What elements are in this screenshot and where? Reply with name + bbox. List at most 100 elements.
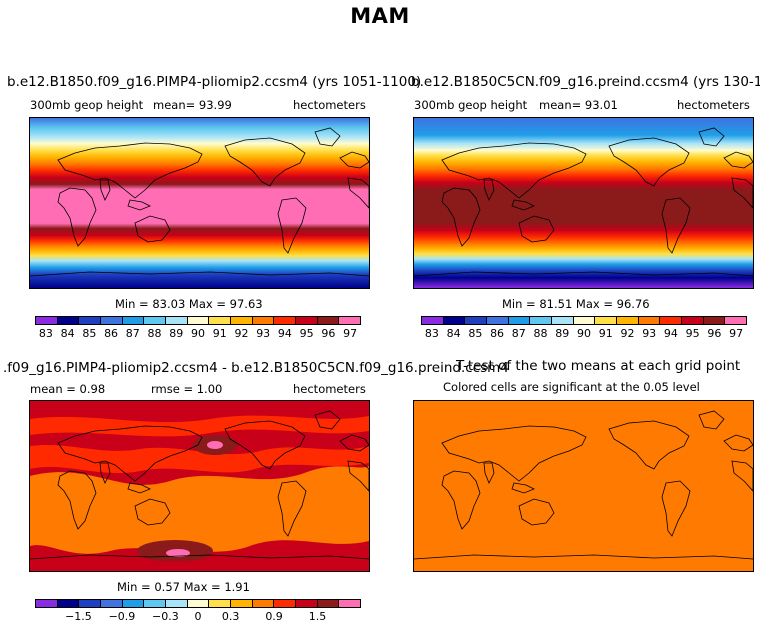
coastline (511, 482, 535, 494)
coastline (127, 199, 151, 211)
coastline (441, 187, 481, 247)
panel1-field (30, 118, 369, 288)
panel2-colorbar-labels: 83 84 85 86 87 88 89 90 91 92 93 94 95 96 97 (421, 327, 747, 341)
coastline (483, 179, 495, 201)
coastline (277, 480, 307, 537)
panel2-colorbar (421, 316, 747, 325)
colorbar-tick-label: 87 (511, 327, 526, 340)
colorbar-tick-label: 95 (299, 327, 314, 340)
coastline (441, 470, 481, 530)
colorbar-tick-label: 85 (468, 327, 483, 340)
colorbar-tick-label: 83 (38, 327, 53, 340)
colorbar-swatch (296, 600, 318, 607)
colorbar-tick-label: 93 (642, 327, 657, 340)
coastline (347, 460, 369, 492)
colorbar-swatch (339, 317, 361, 324)
colorbar-tick-label: 89 (169, 327, 184, 340)
colorbar-swatch (209, 317, 232, 324)
coastline (99, 179, 111, 201)
colorbar-tick-label: 94 (663, 327, 678, 340)
coastline (347, 177, 369, 209)
colorbar-swatch (144, 317, 167, 324)
panel3-colorbar-labels: −1.5 −0.9 −0.3 0 0.3 0.9 1.5 (35, 610, 361, 624)
coastline (30, 554, 369, 560)
colorbar-swatch (166, 317, 188, 324)
colorbar-swatch (209, 600, 232, 607)
colorbar-tick-label: 92 (620, 327, 635, 340)
colorbar-swatch (166, 600, 188, 607)
colorbar-swatch (508, 317, 531, 324)
colorbar-tick-label: −0.3 (152, 610, 179, 623)
coastline (661, 197, 691, 254)
colorbar-swatch (339, 600, 361, 607)
colorbar-swatch (487, 317, 509, 324)
panel3-mean-label: mean = 0.98 (30, 382, 106, 396)
panel1-mean-label: mean= 93.99 (153, 98, 232, 112)
panel1-minmax: Min = 83.03 Max = 97.63 (115, 297, 263, 311)
coastline (134, 215, 171, 243)
colorbar-tick-label: 92 (234, 327, 249, 340)
figure-title: MAM (350, 4, 410, 28)
colorbar-swatch (660, 317, 683, 324)
colorbar-swatch (317, 600, 340, 607)
panel3-field (30, 401, 369, 571)
panel4-significance-fill (414, 401, 753, 571)
coastline (314, 127, 341, 147)
colorbar-swatch (57, 317, 80, 324)
colorbar-swatch (187, 317, 210, 324)
colorbar-tick-label: 91 (212, 327, 227, 340)
colorbar-tick-label: 87 (125, 327, 140, 340)
colorbar-tick-label: 0.3 (221, 610, 240, 623)
colorbar-swatch (252, 317, 275, 324)
colorbar-tick-label: 1.5 (308, 610, 327, 623)
coastline (314, 410, 341, 430)
colorbar-swatch (296, 317, 318, 324)
panel4-subtitle: Colored cells are significant at the 0.0… (443, 380, 700, 394)
panel1-variable-label: 300mb geop height (30, 98, 144, 112)
colorbar-tick-label: 90 (191, 327, 205, 340)
panel3-units: hectometers (293, 382, 366, 396)
colorbar-tick-label: 88 (147, 327, 162, 340)
panel4-field (414, 401, 753, 571)
colorbar-swatch (231, 317, 253, 324)
colorbar-tick-label: 84 (60, 327, 75, 340)
colorbar-tick-label: 93 (256, 327, 271, 340)
coastline (661, 480, 691, 537)
coastline (698, 127, 725, 147)
colorbar-tick-label: 95 (685, 327, 700, 340)
colorbar-swatch (274, 600, 297, 607)
colorbar-swatch (422, 317, 444, 324)
panel3-map (29, 400, 370, 572)
colorbar-tick-label: 89 (555, 327, 570, 340)
panel3-rmse-label: rmse = 1.00 (151, 382, 223, 396)
coastline (339, 151, 369, 169)
colorbar-tick-label: 0 (194, 610, 202, 623)
colorbar-swatch (252, 600, 275, 607)
colorbar-tick-label: 96 (321, 327, 336, 340)
colorbar-tick-label: −1.5 (65, 610, 92, 623)
colorbar-swatch (57, 600, 80, 607)
colorbar-tick-label: 84 (446, 327, 461, 340)
panel2-minmax: Min = 81.51 Max = 96.76 (502, 297, 650, 311)
colorbar-tick-label: 86 (490, 327, 505, 340)
coastline (414, 554, 753, 560)
colorbar-tick-label: 83 (424, 327, 439, 340)
coastline (339, 434, 369, 452)
colorbar-swatch (144, 600, 167, 607)
coastline (723, 151, 753, 169)
colorbar-tick-label: 96 (707, 327, 722, 340)
colorbar-tick-label: 97 (343, 327, 358, 340)
colorbar-swatch (317, 317, 340, 324)
coastline (224, 137, 306, 187)
colorbar-swatch (682, 317, 704, 324)
coastline (731, 460, 753, 492)
colorbar-swatch (101, 317, 123, 324)
colorbar-tick-label: 97 (729, 327, 744, 340)
coastline (608, 420, 690, 470)
coastline (127, 482, 151, 494)
panel4-map (413, 400, 754, 572)
panel2-title: b.e12.B1850C5CN.f09_g16.preind.ccsm4 (yr… (411, 74, 760, 90)
colorbar-swatch (187, 600, 210, 607)
colorbar-swatch (725, 317, 747, 324)
colorbar-swatch (274, 317, 297, 324)
